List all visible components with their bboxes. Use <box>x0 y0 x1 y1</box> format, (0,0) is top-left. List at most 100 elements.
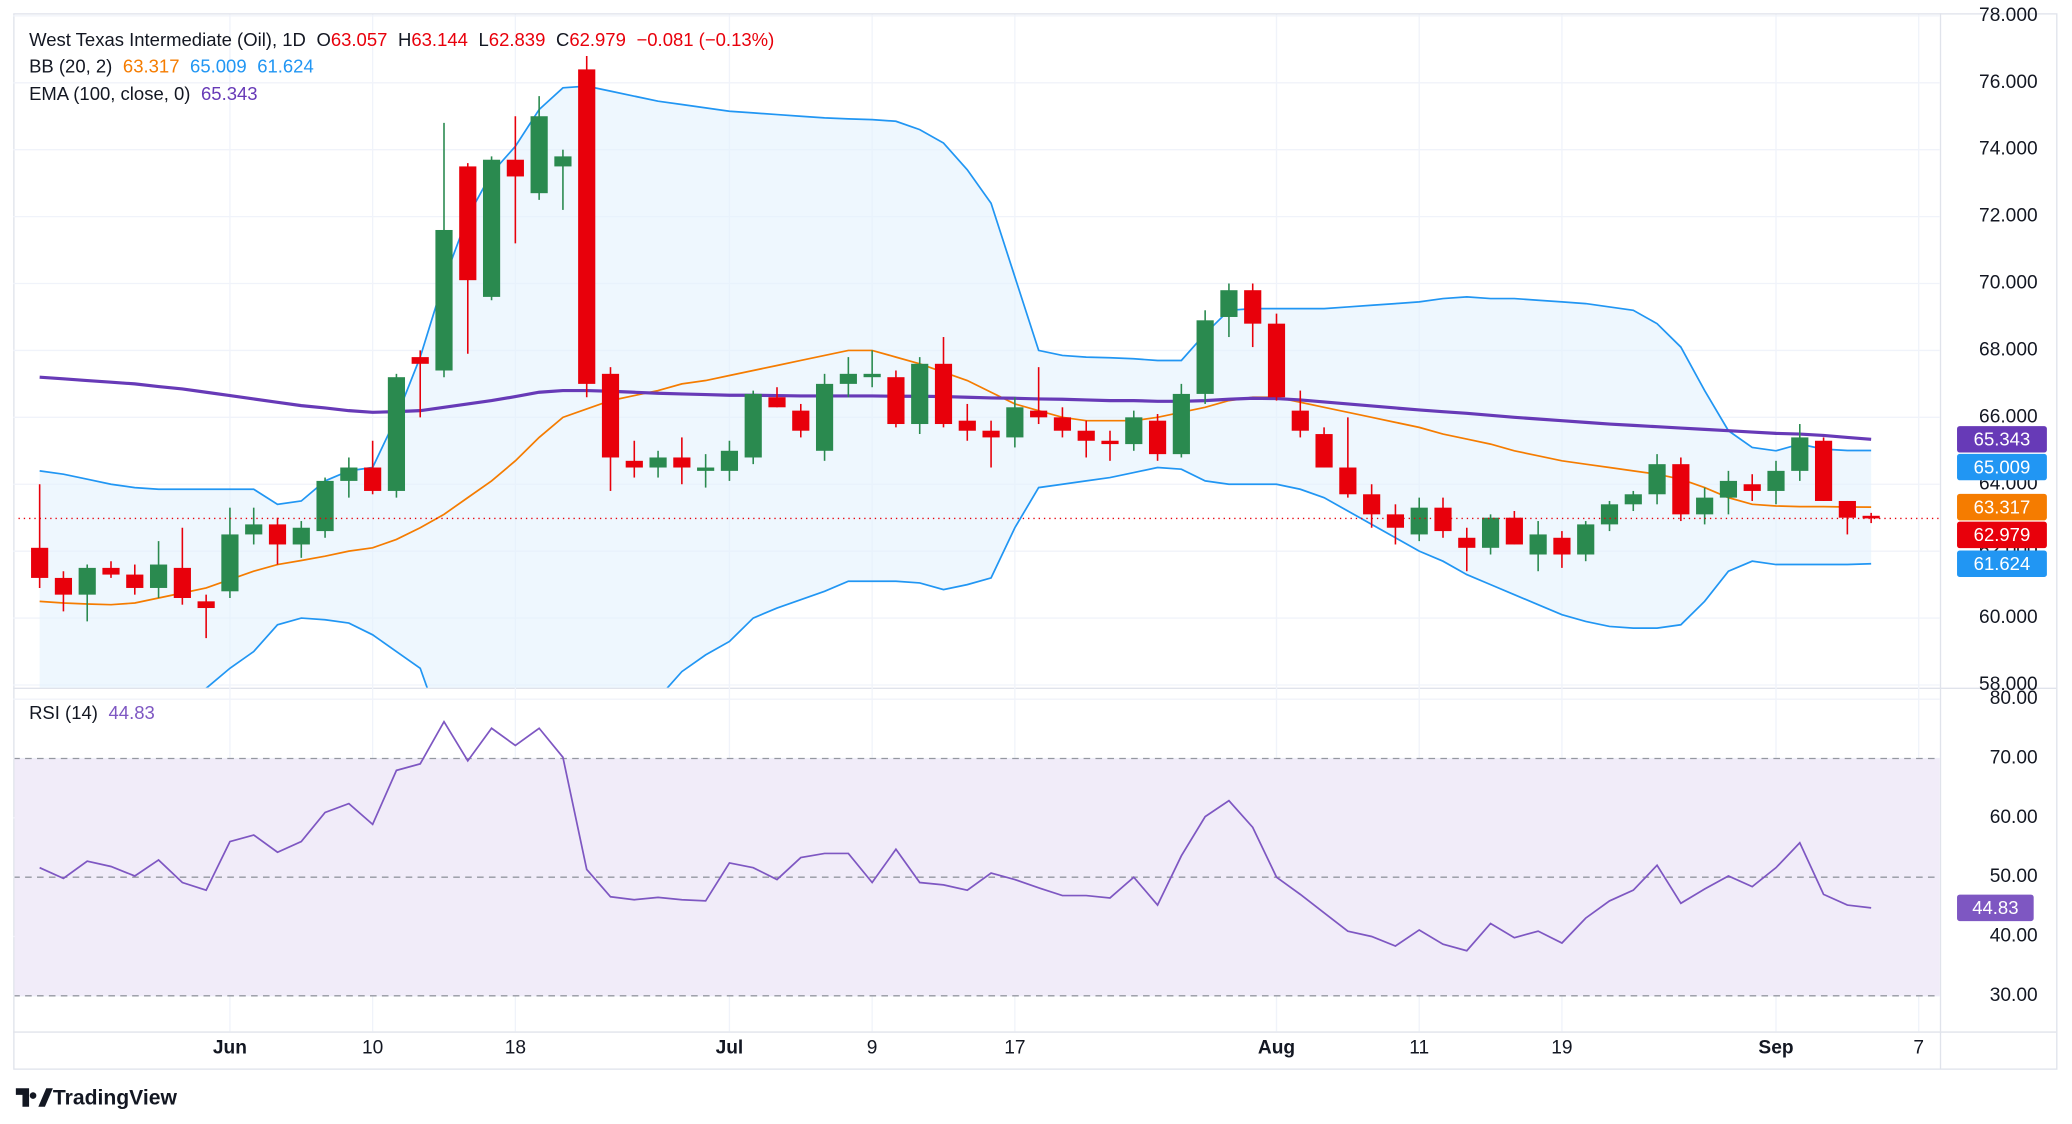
candle-body <box>292 527 310 545</box>
candle-body <box>1220 290 1238 317</box>
candle-body <box>1672 464 1690 515</box>
ohlc-letter: H <box>398 29 411 50</box>
candle-body <box>601 373 620 458</box>
candle-body <box>1838 500 1856 518</box>
bb-label: BB (20, 2) <box>29 55 112 76</box>
candle-body <box>1624 494 1642 505</box>
candle-body <box>1053 417 1072 431</box>
candle-body <box>792 410 810 431</box>
candle-body <box>31 547 49 578</box>
candle-body <box>268 524 287 545</box>
legend-rsi-row: RSI (14) 44.83 <box>29 702 155 723</box>
candle-body <box>1791 437 1809 471</box>
y-tick-label: 30.00 <box>1990 985 2038 1006</box>
x-tick-label: 7 <box>1913 1038 1924 1059</box>
bb-upper-value: 65.009 <box>190 55 247 76</box>
candle-body <box>126 574 144 588</box>
y-tick-label: 40.00 <box>1990 926 2038 947</box>
candle-body <box>649 457 667 468</box>
chart-border <box>13 13 2058 1070</box>
y-tick-label: 68.000 <box>1979 339 2038 360</box>
y-tick-label: 60.000 <box>1979 607 2038 628</box>
candle-body <box>625 460 643 468</box>
price-badge <box>1957 453 2047 481</box>
candle-body <box>1101 440 1119 445</box>
legend-ema-row: EMA (100, close, 0) 65.343 <box>29 83 258 104</box>
candle-body <box>1814 440 1833 501</box>
y-tick-label: 76.000 <box>1979 72 2038 93</box>
price-badge <box>1957 493 2047 521</box>
candle-body <box>1244 290 1262 324</box>
candle-body <box>149 564 168 588</box>
x-tick-label: Sep <box>1758 1038 1793 1059</box>
x-tick-label: Jul <box>716 1038 744 1059</box>
x-tick-label: 9 <box>867 1038 878 1059</box>
y-tick-label: 60.00 <box>1990 807 2038 828</box>
candle-body <box>1006 407 1024 438</box>
candle-body <box>1172 393 1190 455</box>
candle-body <box>697 467 715 471</box>
candle-body <box>1410 507 1428 535</box>
candle-body <box>554 156 572 167</box>
candle-body <box>1743 484 1761 491</box>
candle-body <box>221 534 239 592</box>
candle-body <box>1529 534 1547 555</box>
y-tick-label: 70.000 <box>1979 273 2038 294</box>
x-tick-label: Jun <box>213 1038 247 1059</box>
candle-body <box>1125 417 1143 445</box>
candle-body <box>340 467 358 481</box>
price-badge <box>1957 550 2047 577</box>
candle-body <box>673 457 691 468</box>
candle-body <box>1196 320 1214 394</box>
ema-value: 65.343 <box>201 83 258 104</box>
ohlc-letter: C <box>556 29 569 50</box>
candle-body <box>1386 514 1405 528</box>
rsi-line <box>39 720 1872 952</box>
candle-body <box>173 567 191 598</box>
candle-body <box>459 166 477 281</box>
x-tick-label: 18 <box>505 1038 526 1059</box>
bb-lower-value: 61.624 <box>257 55 314 76</box>
x-tick-label: 11 <box>1409 1038 1429 1059</box>
y-tick-label: 58.000 <box>1979 674 2038 695</box>
candle-body <box>744 393 762 458</box>
candle-body <box>1434 507 1452 532</box>
ohlc-value: 63.144 <box>411 29 468 50</box>
candle-body <box>1696 497 1714 515</box>
y-tick-label: 72.000 <box>1979 206 2038 227</box>
candle-body <box>1267 323 1286 398</box>
candle-body <box>1862 515 1880 519</box>
legend-title-row: West Texas Intermediate (Oil), 1D O63.057… <box>29 29 774 50</box>
ema-label: EMA (100, close, 0) <box>29 83 190 104</box>
x-tick-label: Aug <box>1258 1038 1295 1059</box>
price-pane <box>14 56 1940 688</box>
candle-body <box>768 397 786 408</box>
ohlc-value: 63.057 <box>331 29 388 50</box>
axes: Jun1018Jul917Aug1119Sep758.00060.00062.0… <box>213 5 2047 1059</box>
price-badge-label: 62.979 <box>1974 524 2031 545</box>
symbol-title: West Texas Intermediate (Oil), 1D <box>29 29 306 50</box>
y-tick-label: 80.00 <box>1990 688 2038 709</box>
candle-body <box>1030 410 1048 418</box>
price-badge <box>1957 426 2047 453</box>
candle-body <box>1553 537 1571 555</box>
candle-body <box>1458 537 1476 548</box>
candle-body <box>1315 434 1333 468</box>
candle-body <box>506 159 524 177</box>
candle-body <box>1600 504 1619 525</box>
ema-line <box>39 375 1872 441</box>
x-tick-label: 17 <box>1004 1038 1025 1059</box>
x-tick-label: 19 <box>1551 1038 1572 1059</box>
candle-body <box>1577 524 1595 555</box>
candle-body <box>54 577 73 595</box>
candle-body <box>839 373 857 384</box>
ohlc-value: 62.839 <box>489 29 546 50</box>
candle-body <box>197 601 215 609</box>
price-badge-label: 65.009 <box>1974 456 2031 477</box>
price-badge-label: 65.343 <box>1974 429 2031 450</box>
brand-logo: TradingView <box>15 1086 178 1109</box>
candle-body <box>387 377 406 491</box>
bb-basis-value: 63.317 <box>123 55 180 76</box>
candle-body <box>1767 470 1785 491</box>
